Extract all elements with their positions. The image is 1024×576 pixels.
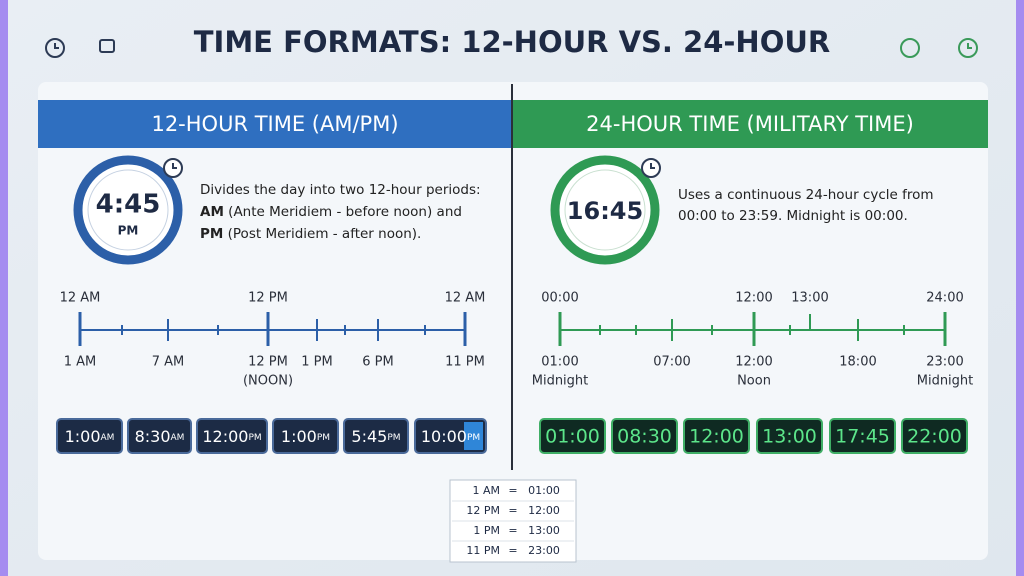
timeline-label: 12 PM [248, 355, 288, 370]
time-chip-label: 8:30AM [135, 427, 185, 446]
time-chip [343, 418, 409, 454]
suffix: AM [171, 433, 185, 443]
time-chip-label: 13:00 [762, 426, 817, 448]
timeline-label: 18:00 [839, 355, 876, 370]
time-chip-label: 12:00 [689, 426, 744, 448]
timeline-label: 01:00 [541, 355, 578, 370]
timeline-note: (NOON) [243, 374, 293, 389]
text: Divides the day into two 12-hour periods… [200, 182, 481, 198]
time-chip [539, 418, 606, 454]
text: PM [200, 226, 223, 242]
timeline-label: 11 PM [445, 355, 485, 370]
left-header-bar [38, 100, 512, 148]
suffix: PM [467, 433, 480, 443]
time-chip [756, 418, 823, 454]
time-chip-label: 17:45 [835, 426, 890, 448]
description-line: 00:00 to 23:59. Midnight is 00:00. [678, 208, 908, 224]
clock-time: 4:45 [96, 190, 161, 220]
time: 12:00 [202, 427, 248, 446]
timeline-label: 07:00 [653, 355, 690, 370]
description-line: AM (Ante Meridiem - before noon) and [200, 204, 462, 220]
conversion-cell: = [508, 544, 517, 557]
left-header: 12-HOUR TIME (AM/PM) [151, 112, 398, 136]
timeline-label: 13:00 [791, 291, 828, 306]
text: (Ante Meridiem - before noon) and [224, 204, 462, 220]
time-chip [829, 418, 896, 454]
suffix: PM [317, 433, 330, 443]
time-chip [683, 418, 750, 454]
time: 1:00 [65, 427, 101, 446]
left-clock: 4:45 PM [73, 155, 183, 265]
conversion-cell: = [508, 524, 517, 537]
title: TIME FORMATS: 12-HOUR VS. 24-HOUR [194, 25, 830, 59]
time-chip-label: 08:30 [617, 426, 672, 448]
time-chip-label: 12:00PM [202, 427, 261, 446]
conversion-cell: 12:00 [528, 504, 560, 517]
time-chip [56, 418, 123, 454]
timeline-label: 7 AM [152, 355, 185, 370]
conversion-cell: 1 AM [472, 484, 500, 497]
conversion-cell: 01:00 [528, 484, 560, 497]
text: (Post Meridiem - after noon). [223, 226, 421, 242]
timeline-label: 12:00 [735, 355, 772, 370]
time-chip [611, 418, 678, 454]
conversion-cell: 23:00 [528, 544, 560, 557]
conversion-rows: 1 AM = 01:00 12 PM = 12:00 1 PM = 13:00 11 PM = 23:… [452, 484, 574, 557]
time-chip [901, 418, 968, 454]
clock-time: 16:45 [567, 197, 643, 225]
right-header-bar [512, 100, 988, 148]
timeline-label: 00:00 [541, 291, 578, 306]
edge [0, 0, 8, 576]
timeline-label: 6 PM [362, 355, 393, 370]
corner-icons [45, 38, 978, 58]
description-line: Divides the day into two 12-hour periods… [200, 182, 481, 198]
time: 1:00 [281, 427, 317, 446]
timeline-label: 1 AM [64, 355, 97, 370]
time-chip-label: 5:45PM [351, 427, 400, 446]
timeline-label: 12 AM [445, 291, 486, 306]
suffix: PM [387, 433, 400, 443]
right-timeline [558, 312, 947, 346]
timeline-note: Midnight [917, 374, 974, 389]
chips: 1:00AM 8:30AM 12:00PM 1:00PM 5:45PM 10:00PM 01… [56, 418, 968, 454]
time-chip [272, 418, 339, 454]
conversion-cell: 11 PM [466, 544, 500, 557]
clock-period: PM [118, 224, 139, 238]
conversion-cell: = [508, 484, 517, 497]
left-timeline [78, 312, 467, 346]
time-chip [196, 418, 268, 454]
time-chip-label: 10:00PM [421, 427, 480, 446]
time: 5:45 [351, 427, 387, 446]
timeline-note: Noon [737, 374, 771, 389]
time-chip [127, 418, 192, 454]
timeline-label: 12 PM [248, 291, 288, 306]
timeline-note: Midnight [532, 374, 589, 389]
timeline-label: 24:00 [926, 291, 963, 306]
conversion-cell: 12 PM [466, 504, 500, 517]
suffix: PM [248, 433, 261, 443]
conversion-cell: = [508, 504, 517, 517]
time-chip-label: 1:00AM [65, 427, 115, 446]
right-clock: 16:45 [550, 155, 661, 265]
timeline-label: 1 PM [301, 355, 332, 370]
time: 8:30 [135, 427, 171, 446]
timeline-label: 23:00 [926, 355, 963, 370]
suffix-highlight [464, 422, 483, 450]
timeline-label: 12:00 [735, 291, 772, 306]
text: AM [200, 204, 224, 220]
time-chip-label: 1:00PM [281, 427, 330, 446]
time: 10:00 [421, 427, 467, 446]
description-line: PM (Post Meridiem - after noon). [200, 226, 421, 242]
timeline-label: 12 AM [60, 291, 101, 306]
description-line: Uses a continuous 24-hour cycle from [678, 187, 934, 203]
suffix: AM [101, 433, 115, 443]
time-chip-label: 01:00 [545, 426, 600, 448]
conversion-cell: 1 PM [473, 524, 500, 537]
right-header: 24-HOUR TIME (MILITARY TIME) [586, 112, 914, 136]
edge [1016, 0, 1024, 576]
time-chip-label: 22:00 [907, 426, 962, 448]
conversion-cell: 13:00 [528, 524, 560, 537]
